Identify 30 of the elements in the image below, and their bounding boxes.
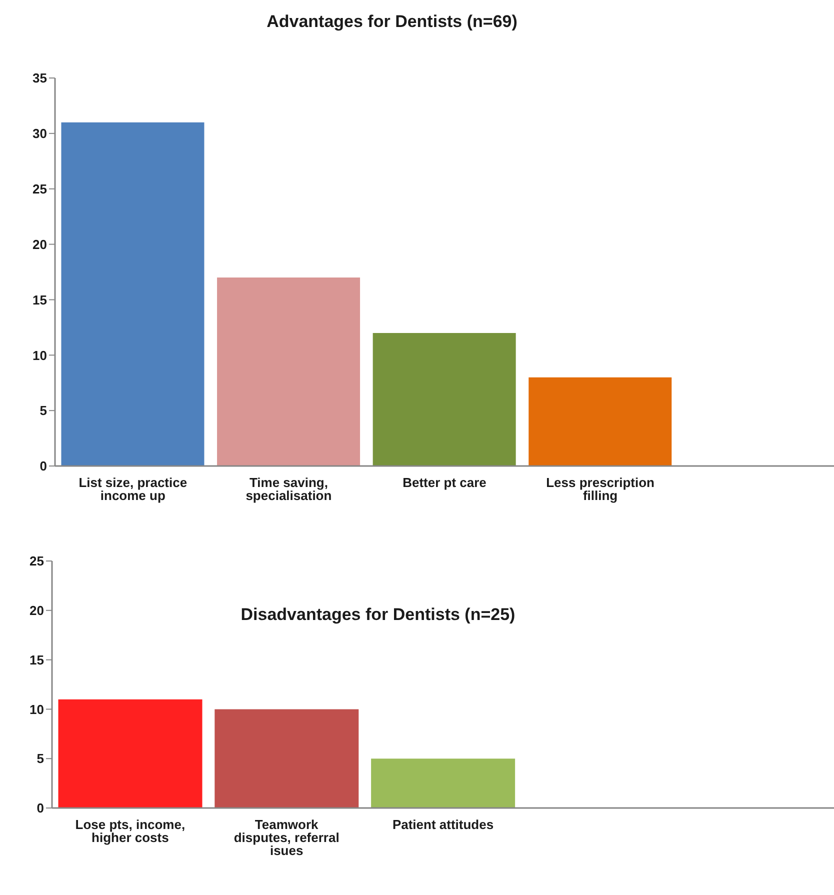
- y-tick-label: 20: [30, 603, 44, 618]
- bar: [214, 709, 359, 808]
- bar: [58, 699, 202, 808]
- y-tick-label: 30: [32, 126, 47, 142]
- x-tick-label: Teamwork disputes, referral isues: [234, 817, 340, 858]
- y-tick-label: 10: [30, 702, 44, 717]
- chart-title: Advantages for Dentists (n=69): [266, 12, 518, 32]
- y-tick-label: 5: [36, 751, 44, 766]
- y-tick-label: 5: [40, 403, 47, 418]
- y-tick-label: 35: [32, 70, 47, 86]
- y-tick-label: 20: [32, 236, 47, 252]
- bar: [372, 332, 516, 466]
- bar: [371, 758, 516, 808]
- x-tick-label: Time saving, specialisation: [246, 475, 332, 504]
- bar: [528, 377, 672, 466]
- y-tick-label: 25: [30, 554, 44, 569]
- y-tick-label: 15: [32, 292, 47, 308]
- bar: [217, 278, 360, 466]
- y-tick-label: 0: [40, 458, 47, 474]
- x-tick-label: Lose pts, income, higher costs: [75, 817, 186, 846]
- x-tick-label: Patient attitudes: [392, 817, 494, 832]
- x-tick-label: Less prescription filling: [546, 475, 655, 504]
- y-tick-label: 0: [36, 800, 44, 816]
- text: Disadvantages for Dentists (n=25): [240, 605, 516, 625]
- y-tick-label: 25: [32, 181, 47, 196]
- x-tick-label: List size, practice income up: [78, 475, 188, 504]
- bar: [61, 122, 204, 466]
- y-tick-label: 15: [30, 652, 44, 668]
- y-tick-label: 10: [32, 348, 47, 363]
- x-tick-label: Better pt care: [402, 475, 486, 490]
